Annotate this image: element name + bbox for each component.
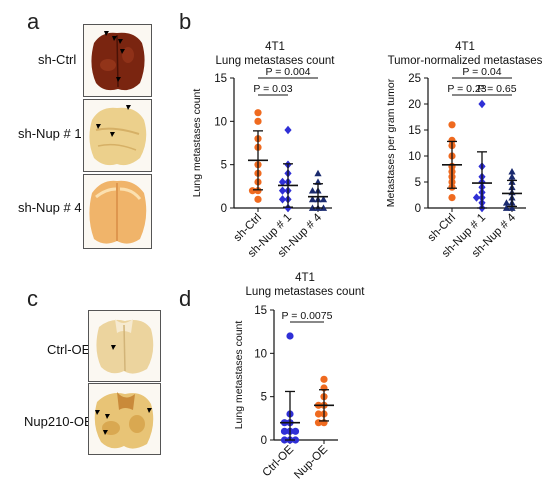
data-point bbox=[448, 194, 456, 202]
p-value-label: P = 0.0075 bbox=[282, 310, 333, 322]
photo-label-sh-nup-4: sh-Nup # 4 bbox=[18, 200, 82, 215]
y-axis-label: Lung metastases count bbox=[191, 89, 203, 198]
data-point bbox=[254, 117, 262, 125]
y-tick-label: 15 bbox=[254, 305, 267, 317]
data-point bbox=[280, 427, 289, 435]
lung-photo-nup210-oe bbox=[88, 383, 161, 455]
y-tick-label: 5 bbox=[221, 160, 227, 172]
data-point bbox=[254, 195, 262, 203]
data-point bbox=[478, 99, 486, 109]
chart-d: 0 5 10 15 Lung metastases count Ctrl-OENup-OE… bbox=[233, 305, 338, 481]
panel-letter-d: d bbox=[179, 286, 192, 311]
chart-b2-title: 4T1 Tumor-normalized metastases bbox=[376, 40, 554, 68]
chart-b1-title-line1: 4T1 bbox=[265, 41, 285, 53]
y-tick-label: 5 bbox=[415, 177, 421, 189]
photo-label-sh-ctrl: sh-Ctrl bbox=[38, 52, 77, 67]
y-tick-label: 10 bbox=[214, 116, 227, 128]
p-value-label: P = 0.23 bbox=[447, 83, 486, 95]
lung-photo-sh-nup-4 bbox=[83, 174, 152, 249]
data-point bbox=[278, 177, 287, 187]
p-value-label: P = 0.004 bbox=[265, 66, 310, 78]
y-tick-label: 20 bbox=[408, 99, 421, 111]
data-point bbox=[284, 125, 292, 135]
data-point bbox=[278, 186, 287, 195]
data-point bbox=[508, 204, 516, 211]
data-point bbox=[280, 436, 289, 444]
data-point bbox=[448, 121, 456, 129]
x-tick-label: Nup-OE bbox=[292, 443, 330, 481]
data-point bbox=[502, 199, 511, 206]
chart-b2-title-line2: Tumor-normalized metastases bbox=[387, 55, 543, 67]
chart-b1-title-line2: Lung metastases count bbox=[215, 55, 335, 67]
data-point bbox=[320, 375, 328, 383]
data-point bbox=[314, 419, 323, 427]
data-point bbox=[291, 436, 300, 444]
data-point bbox=[319, 195, 328, 203]
data-point bbox=[314, 410, 323, 418]
data-point bbox=[291, 427, 300, 435]
data-point bbox=[254, 109, 262, 117]
data-point bbox=[308, 204, 317, 211]
data-point bbox=[508, 173, 516, 180]
photo-label-sh-nup-1: sh-Nup # 1 bbox=[18, 126, 82, 141]
y-tick-label: 10 bbox=[254, 348, 267, 360]
y-axis-label: Metastases per gram tumor bbox=[385, 78, 397, 207]
chart-d-title: 4T1 Lung metastases count bbox=[220, 271, 390, 299]
data-point bbox=[248, 187, 257, 195]
chart-d-title-line1: 4T1 bbox=[295, 272, 315, 284]
lung-photo-ctrl-oe bbox=[88, 310, 161, 382]
y-tick-label: 25 bbox=[408, 73, 421, 85]
panel-letter-a: a bbox=[27, 9, 40, 34]
data-point bbox=[308, 187, 317, 194]
data-point bbox=[254, 187, 262, 195]
x-tick-label: Ctrl-OE bbox=[261, 443, 297, 479]
y-tick-label: 0 bbox=[415, 203, 421, 215]
p-value-label: P = 0.04 bbox=[462, 66, 501, 78]
y-tick-label: 15 bbox=[214, 73, 227, 85]
y-tick-label: 0 bbox=[221, 203, 227, 215]
photo-label-nup210-oe: Nup210-OE bbox=[24, 414, 93, 429]
data-point bbox=[508, 168, 516, 175]
data-point bbox=[448, 136, 456, 144]
y-tick-label: 10 bbox=[408, 151, 421, 163]
data-point bbox=[284, 203, 292, 213]
data-point bbox=[278, 195, 287, 204]
chart-d-title-line2: Lung metastases count bbox=[245, 286, 365, 298]
data-point bbox=[286, 332, 294, 340]
data-point bbox=[319, 204, 328, 211]
lung-photo-sh-nup-1 bbox=[83, 99, 152, 172]
y-axis-label: Lung metastases count bbox=[233, 321, 245, 430]
chart-b1-title: 4T1 Lung metastases count bbox=[190, 40, 360, 68]
lung-photo-sh-ctrl bbox=[83, 24, 152, 97]
y-tick-label: 0 bbox=[261, 435, 267, 447]
photo-label-ctrl-oe: Ctrl-OE bbox=[47, 342, 91, 357]
data-point bbox=[502, 204, 511, 211]
chart-b2-title-line1: 4T1 bbox=[455, 41, 475, 53]
data-point bbox=[472, 193, 481, 202]
y-tick-label: 5 bbox=[261, 392, 267, 404]
p-value-label: P = 0.65 bbox=[477, 83, 516, 95]
y-tick-label: 15 bbox=[408, 125, 421, 137]
panel-letter-b: b bbox=[179, 9, 192, 34]
panel-letter-c: c bbox=[27, 286, 38, 311]
p-value-label: P = 0.03 bbox=[253, 83, 292, 95]
data-point bbox=[314, 169, 322, 177]
data-point bbox=[308, 195, 317, 203]
